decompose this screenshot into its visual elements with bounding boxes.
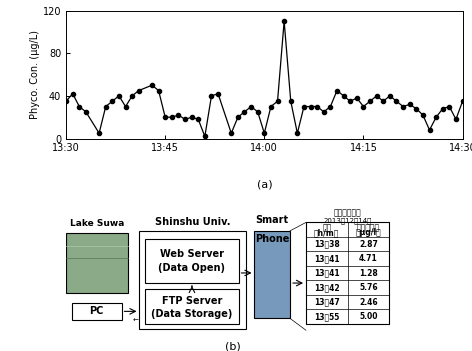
Text: 13：47: 13：47: [314, 298, 340, 306]
Text: (Data Storage): (Data Storage): [151, 309, 233, 319]
Text: 13：41: 13：41: [314, 269, 339, 278]
Text: Shinshu Univ.: Shinshu Univ.: [155, 217, 231, 227]
Text: Web Server: Web Server: [160, 250, 224, 259]
FancyBboxPatch shape: [145, 289, 238, 324]
Text: 13：38: 13：38: [314, 240, 340, 249]
Text: 13：42: 13：42: [314, 283, 339, 292]
Text: (Data Open): (Data Open): [159, 263, 226, 273]
Text: 1.28: 1.28: [359, 269, 378, 278]
Text: $\leftarrow$: $\leftarrow$: [131, 316, 139, 323]
FancyBboxPatch shape: [306, 223, 389, 324]
Text: Smart: Smart: [256, 215, 289, 225]
Text: 2.87: 2.87: [359, 240, 378, 249]
Text: FTP Server: FTP Server: [162, 296, 222, 306]
Text: アオコ濃度: アオコ濃度: [357, 223, 380, 232]
Text: (a): (a): [256, 179, 272, 190]
Text: （μg/l）: （μg/l）: [355, 229, 381, 237]
Text: 13：55: 13：55: [314, 312, 339, 321]
Text: PC: PC: [90, 306, 104, 316]
FancyBboxPatch shape: [66, 232, 127, 293]
Text: 2.46: 2.46: [359, 298, 378, 306]
Text: Phone: Phone: [255, 234, 289, 244]
FancyBboxPatch shape: [139, 231, 246, 329]
FancyBboxPatch shape: [72, 303, 122, 320]
FancyBboxPatch shape: [145, 239, 238, 283]
Text: 5.00: 5.00: [359, 312, 378, 321]
Text: 2013年12月14日: 2013年12月14日: [323, 217, 372, 224]
Text: アオコ速報値: アオコ速報値: [334, 208, 362, 218]
Text: Lake Suwa: Lake Suwa: [69, 219, 124, 229]
Y-axis label: Phyco. Con. (μg/L): Phyco. Con. (μg/L): [30, 30, 40, 119]
Text: 5.76: 5.76: [359, 283, 378, 292]
Text: 4.71: 4.71: [359, 254, 378, 263]
Text: 時間: 時間: [322, 223, 331, 232]
FancyBboxPatch shape: [254, 231, 290, 318]
Text: (b): (b): [225, 341, 240, 351]
Text: （h/m）: （h/m）: [314, 229, 339, 237]
Text: 13：41: 13：41: [314, 254, 339, 263]
